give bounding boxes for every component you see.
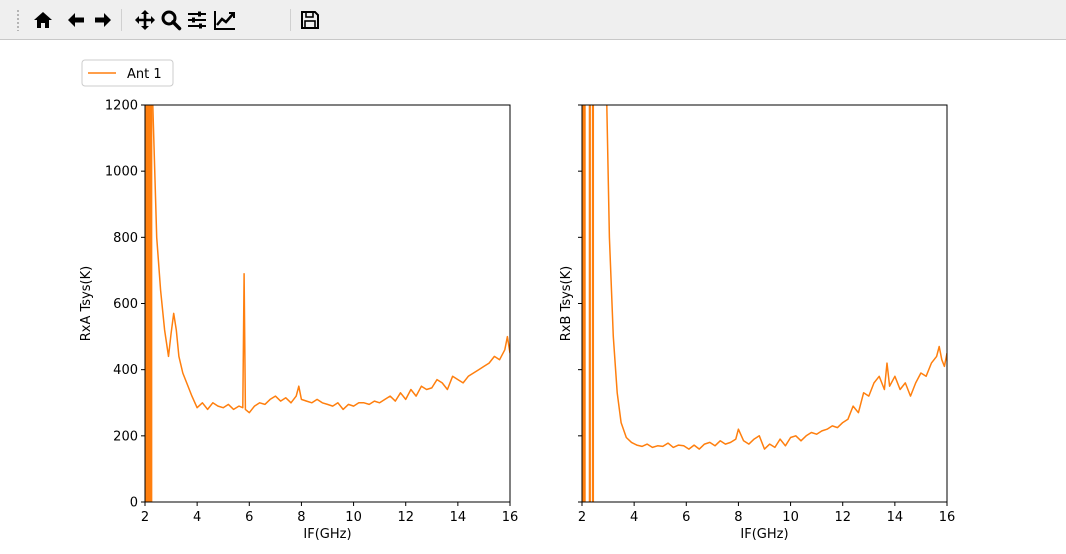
back-icon <box>68 13 84 27</box>
rxa-y-tick-label: 800 <box>113 231 138 246</box>
rxa-x-tick-label: 12 <box>397 510 414 525</box>
rxb-y-axis-label: RxB Tsys(K) <box>559 266 574 341</box>
rxa-x-axis-label: IF(GHz) <box>303 527 351 542</box>
customize-icon <box>214 11 235 30</box>
rxb-x-tick-label: 4 <box>630 510 638 525</box>
legend-box <box>81 59 174 87</box>
rxb-x-tick-label: 10 <box>782 510 799 525</box>
navigation-toolbar <box>0 0 1066 40</box>
rxb-x-tick-label: 8 <box>734 510 742 525</box>
home-button[interactable] <box>29 6 57 34</box>
legend: Ant 1 <box>81 59 174 87</box>
rxb-x-tick-label: 12 <box>834 510 851 525</box>
rxa-x-tick-label: 8 <box>297 510 305 525</box>
rxa-x-tick-label: 2 <box>141 510 149 525</box>
rxa-x-tick-label: 6 <box>245 510 253 525</box>
rxa-x-tick-label: 16 <box>502 510 519 525</box>
zoom-icon <box>161 10 182 31</box>
rxb-x-tick-label: 16 <box>939 510 956 525</box>
figure-canvas[interactable]: 2 4 6 8 10 12 14 16 0 200 400 600 800 1000 1200 IF(GH… <box>0 40 1066 554</box>
rxb-series-line-ant-1 <box>606 105 947 450</box>
customize-button[interactable] <box>211 6 239 34</box>
rxa-y-tick-label: 200 <box>113 429 138 444</box>
rxb-axes: 2 4 6 8 10 12 14 16 IF(GHz) RxB Tsys(K) <box>559 104 956 542</box>
rxa-y-tick-label: 0 <box>130 496 138 511</box>
forward-icon <box>95 13 111 27</box>
rxb-x-tick-label: 2 <box>578 510 586 525</box>
rxa-plot-frame <box>144 104 511 503</box>
legend-label-ant-1: Ant 1 <box>127 67 162 82</box>
rxa-y-tick-label: 600 <box>113 297 138 312</box>
rxa-x-tick-label: 10 <box>345 510 362 525</box>
save-button[interactable] <box>296 6 324 34</box>
pan-icon <box>135 10 155 30</box>
rxb-x-axis-label: IF(GHz) <box>740 527 788 542</box>
rxa-series-line-ant-1 <box>152 105 510 414</box>
rxb-x-tick-label: 14 <box>887 510 904 525</box>
rxa-axes: 2 4 6 8 10 12 14 16 0 200 400 600 800 1000 1200 IF(GH… <box>79 99 518 543</box>
subplots-icon <box>188 11 206 29</box>
pan-button[interactable] <box>131 6 159 34</box>
toolbar-separator <box>290 9 291 31</box>
rxb-x-tick-label: 6 <box>682 510 690 525</box>
rxa-y-axis-label: RxA Tsys(K) <box>79 266 94 341</box>
toolbar-separator <box>121 9 122 31</box>
forward-button[interactable] <box>89 6 117 34</box>
back-button[interactable] <box>62 6 90 34</box>
rxb-plot-frame <box>581 104 948 503</box>
rxa-y-tick-label: 400 <box>113 363 138 378</box>
save-icon <box>301 11 319 29</box>
rxa-y-tick-label: 1200 <box>105 99 138 114</box>
subplots-button[interactable] <box>183 6 211 34</box>
zoom-button[interactable] <box>157 6 185 34</box>
rxa-y-tick-label: 1000 <box>105 165 138 180</box>
rxa-x-tick-label: 4 <box>193 510 201 525</box>
rxa-x-tick-label: 14 <box>450 510 467 525</box>
toolbar-grip-icon[interactable] <box>16 9 20 31</box>
home-icon <box>34 12 52 28</box>
